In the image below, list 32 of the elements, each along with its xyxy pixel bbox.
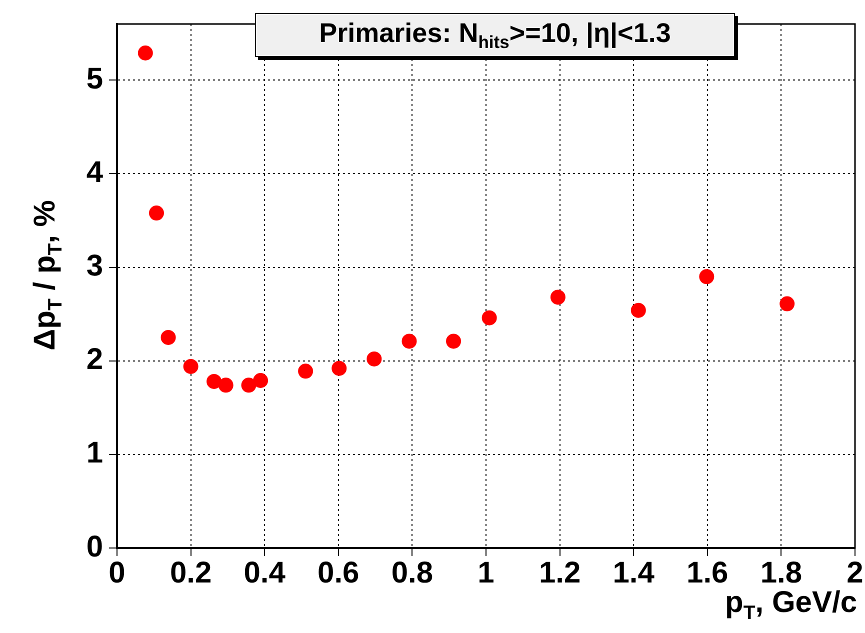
x-tick-label: 0.6 — [318, 556, 360, 590]
point — [138, 46, 153, 61]
y-tick-label: 5 — [86, 62, 103, 96]
x-tick-label: 1.2 — [538, 556, 581, 590]
point — [148, 206, 164, 221]
x-tick-label: 1.4 — [612, 556, 655, 590]
y-tick-label: 1 — [86, 436, 103, 470]
x-tick-label: 0.8 — [391, 556, 434, 590]
point — [446, 334, 462, 349]
point — [366, 351, 382, 366]
point — [699, 269, 714, 284]
point — [550, 290, 566, 305]
y-tick-label: 0 — [86, 530, 103, 564]
y-tick-label: 2 — [86, 343, 103, 376]
x-tick-label: 0 — [108, 556, 126, 590]
point — [160, 330, 176, 345]
point — [332, 360, 347, 376]
x-tick-label: 0.2 — [170, 556, 212, 590]
point — [482, 310, 497, 326]
point — [253, 373, 268, 388]
x-tick-label: 0.4 — [244, 556, 286, 590]
point — [241, 378, 256, 393]
point — [183, 358, 198, 374]
point — [780, 296, 795, 312]
point — [402, 334, 417, 349]
point — [630, 302, 646, 318]
y-tick-label: 4 — [86, 156, 104, 189]
point — [206, 374, 222, 389]
y-tick-label: 3 — [86, 250, 103, 283]
point — [218, 378, 234, 393]
x-tick-label: 1 — [478, 556, 494, 590]
point — [298, 364, 314, 379]
